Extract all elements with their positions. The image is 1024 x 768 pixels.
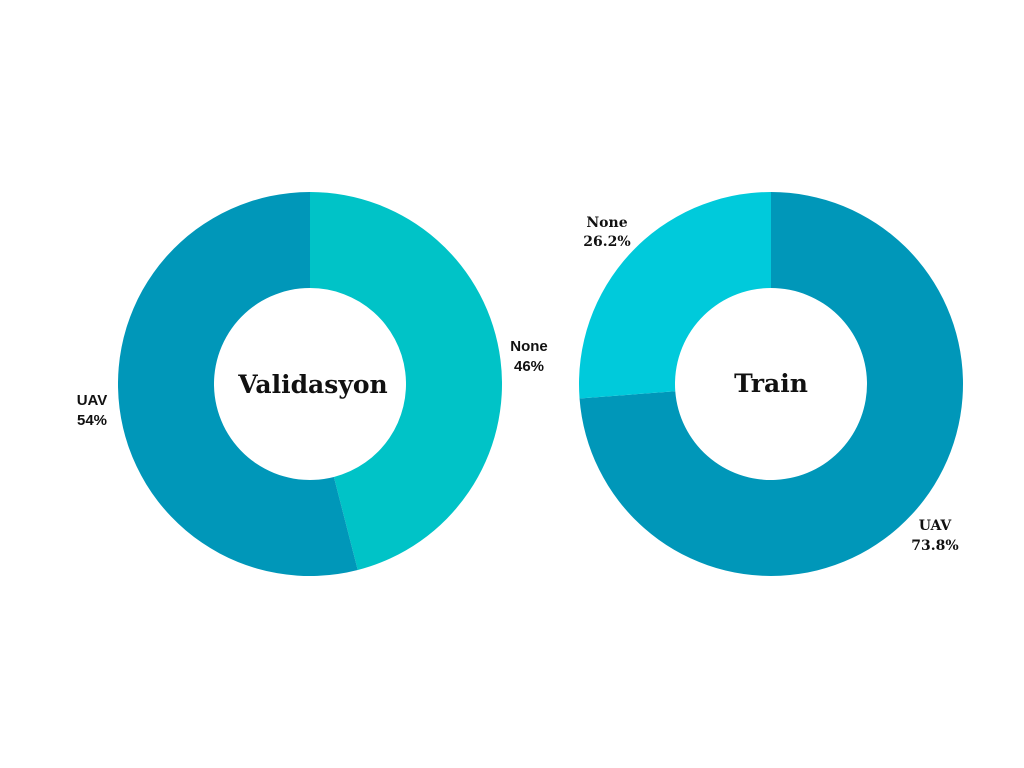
train-slices xyxy=(579,192,964,576)
validasyon-slices xyxy=(117,192,502,576)
train-title: Train xyxy=(734,369,808,398)
train-uav-label: UAV xyxy=(919,518,953,534)
validasyon-none-value: 46% xyxy=(514,358,544,375)
train-slice-none xyxy=(579,192,771,399)
validasyon-donut-chart: Validasyon None 46% UAV 54% xyxy=(77,192,548,576)
train-uav-value: 73.8% xyxy=(911,538,958,554)
validasyon-none-label: None xyxy=(510,338,548,355)
validasyon-uav-label: UAV xyxy=(77,392,108,409)
train-none-value: 26.2% xyxy=(583,234,630,250)
validasyon-title: Validasyon xyxy=(237,370,387,399)
train-slice-uav xyxy=(579,192,964,576)
validasyon-slice-none xyxy=(310,192,502,570)
train-none-label: None xyxy=(586,215,627,231)
train-donut-chart: Train UAV 73.8% None 26.2% xyxy=(579,192,964,576)
validasyon-slice-uav xyxy=(117,192,358,576)
validasyon-uav-value: 54% xyxy=(77,412,107,429)
